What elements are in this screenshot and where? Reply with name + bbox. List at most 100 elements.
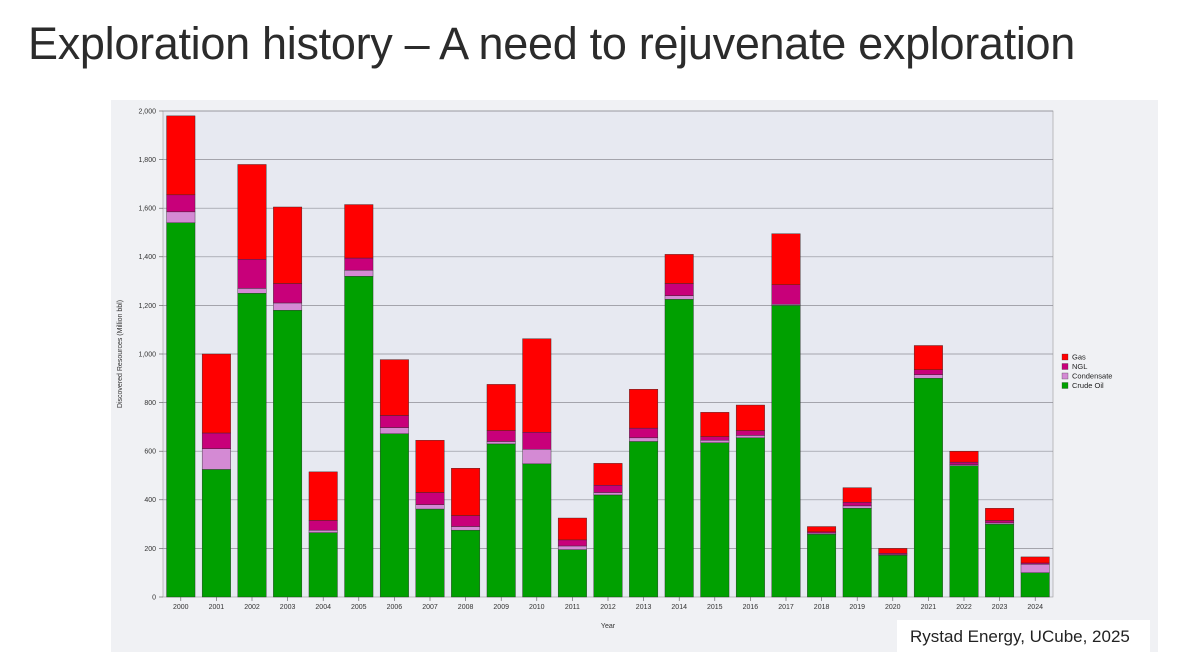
bar-gas-2011 <box>557 517 587 541</box>
bar-crude-oil-2020 <box>878 555 908 598</box>
bar-gas-2022 <box>949 451 979 463</box>
bar-condensate-2016 <box>735 435 765 439</box>
x-tick-label: 2017 <box>778 604 794 611</box>
bar-crude-oil-2015 <box>700 442 730 598</box>
x-tick-label: 2001 <box>209 604 225 611</box>
bar-gas-2003 <box>273 206 303 284</box>
bar-crude-oil-2018 <box>807 534 837 598</box>
bar-crude-oil-2016 <box>735 437 765 598</box>
y-axis-title: Discovered Resources (Million bbl) <box>117 300 124 408</box>
legend-label-gas: Gas <box>1072 353 1086 362</box>
bar-gas-2010 <box>522 338 552 433</box>
x-tick-label: 2011 <box>565 604 580 611</box>
bar-ngl-2003 <box>273 283 303 304</box>
bar-crude-oil-2022 <box>949 465 979 598</box>
bar-ngl-2002 <box>237 259 267 289</box>
bar-crude-oil-2023 <box>985 523 1015 598</box>
bar-condensate-2001 <box>201 448 231 470</box>
x-tick-label: 2005 <box>351 604 367 611</box>
x-tick-label: 2012 <box>600 604 616 611</box>
slide-title: Exploration history – A need to rejuvena… <box>28 18 1075 69</box>
x-tick-label: 2013 <box>636 604 652 611</box>
bar-condensate-2006 <box>379 427 409 434</box>
x-tick-label: 2007 <box>422 604 438 611</box>
bar-crude-oil-2011 <box>557 549 587 598</box>
legend-label-crude-oil: Crude Oil <box>1072 381 1104 390</box>
bar-gas-2020 <box>878 548 908 554</box>
bar-ngl-2011 <box>557 539 587 547</box>
bar-condensate-2019 <box>842 505 872 509</box>
x-tick-label: 2010 <box>529 604 545 611</box>
bar-gas-2016 <box>735 404 765 431</box>
bar-crude-oil-2001 <box>201 469 231 598</box>
bar-ngl-2017 <box>771 284 801 305</box>
bar-condensate-2024 <box>1020 563 1050 573</box>
y-tick-label: 600 <box>144 449 156 456</box>
x-tick-label: 2000 <box>173 604 189 611</box>
bar-gas-2001 <box>201 353 231 434</box>
legend-swatch-crude-oil <box>1061 382 1069 389</box>
x-tick-label: 2022 <box>956 604 972 611</box>
x-tick-label: 2004 <box>315 604 331 611</box>
source-credit: Rystad Energy, UCube, 2025 <box>910 627 1130 646</box>
bar-crude-oil-2005 <box>344 276 374 598</box>
bar-condensate-2010 <box>522 449 552 465</box>
bar-gas-2015 <box>700 412 730 437</box>
bar-gas-2006 <box>379 359 409 416</box>
y-tick-label: 2,000 <box>138 108 156 115</box>
bar-ngl-2005 <box>344 257 374 271</box>
legend-swatch-ngl <box>1061 363 1069 370</box>
bar-crude-oil-2017 <box>771 305 801 598</box>
x-tick-label: 2021 <box>921 604 937 611</box>
x-tick-label: 2015 <box>707 604 723 611</box>
bar-gas-2000 <box>166 115 196 196</box>
bar-gas-2024 <box>1020 556 1050 564</box>
bar-condensate-2002 <box>237 288 267 294</box>
bar-crude-oil-2002 <box>237 293 267 598</box>
bar-condensate-2021 <box>913 374 943 379</box>
bar-gas-2007 <box>415 440 445 493</box>
x-tick-label: 2008 <box>458 604 474 611</box>
bar-crude-oil-2008 <box>451 529 481 598</box>
bar-condensate-2003 <box>273 302 303 311</box>
x-tick-label: 2018 <box>814 604 830 611</box>
bar-condensate-2015 <box>700 440 730 443</box>
y-tick-label: 400 <box>144 497 156 504</box>
bar-gas-2014 <box>664 254 694 284</box>
bar-ngl-2023 <box>985 520 1015 524</box>
bar-ngl-2006 <box>379 415 409 428</box>
bar-condensate-2013 <box>629 437 659 442</box>
stacked-bar-chart: 0 200 400 600 800 1,000 1,200 1,400 1,600 1,800 2,… <box>117 108 1112 630</box>
bar-gas-2018 <box>807 526 837 533</box>
bar-crude-oil-2021 <box>913 378 943 598</box>
bar-crude-oil-2009 <box>486 443 516 598</box>
bar-condensate-2004 <box>308 529 338 533</box>
bar-crude-oil-2014 <box>664 299 694 598</box>
y-tick-label: 200 <box>144 546 156 553</box>
y-tick-label: 1,200 <box>138 303 156 310</box>
x-tick-label: 2014 <box>671 604 687 611</box>
bar-gas-2023 <box>985 508 1015 521</box>
bar-crude-oil-2024 <box>1020 572 1050 598</box>
bar-ngl-2004 <box>308 520 338 531</box>
bar-ngl-2001 <box>201 432 231 449</box>
bar-gas-2004 <box>308 471 338 521</box>
bar-condensate-2000 <box>166 211 196 223</box>
bar-ngl-2008 <box>451 515 481 527</box>
y-tick-label: 1,400 <box>138 254 156 261</box>
bar-ngl-2014 <box>664 283 694 296</box>
bar-crude-oil-2010 <box>522 463 552 598</box>
bar-gas-2019 <box>842 487 872 503</box>
bar-gas-2012 <box>593 463 623 486</box>
x-tick-label: 2023 <box>992 604 1008 611</box>
x-tick-label: 2002 <box>244 604 260 611</box>
bar-gas-2021 <box>913 345 943 370</box>
bar-crude-oil-2000 <box>166 222 196 598</box>
x-tick-label: 2003 <box>280 604 296 611</box>
y-tick-label: 800 <box>144 400 156 407</box>
bar-gas-2005 <box>344 204 374 259</box>
x-tick-label: 2020 <box>885 604 901 611</box>
x-tick-label: 2006 <box>387 604 403 611</box>
x-tick-label: 2024 <box>1027 604 1043 611</box>
x-tick-label: 2019 <box>849 604 865 611</box>
